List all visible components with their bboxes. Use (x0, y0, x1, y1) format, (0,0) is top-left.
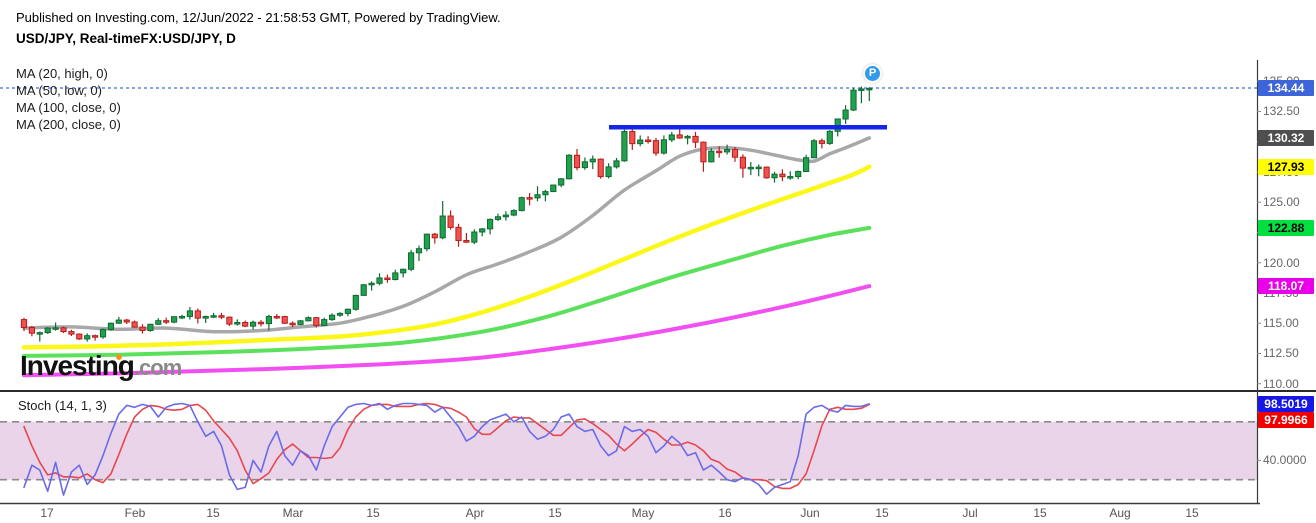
price-badge-ma20-value: 130.32 (1258, 129, 1314, 146)
date-axis-label[interactable]: 15 (1185, 506, 1199, 520)
ma20-label: MA (20, high, 0) (16, 66, 108, 81)
investing-logo: Investing.com (20, 350, 182, 382)
ma-line-1 (21, 164, 872, 350)
date-axis-label[interactable]: Apr (465, 506, 485, 520)
ma200-label: MA (200, close, 0) (16, 117, 121, 132)
date-axis-label[interactable]: Jul (962, 506, 978, 520)
ma100-label: MA (100, close, 0) (16, 100, 121, 115)
date-axis-label[interactable]: 15 (366, 506, 380, 520)
price-axis-label[interactable]: 120.00 (1263, 255, 1300, 270)
publish-marker[interactable]: P (863, 64, 882, 83)
ma-line-3 (22, 284, 872, 378)
published-line: Published on Investing.com, 12/Jun/2022 … (16, 10, 501, 25)
price-axis-label[interactable]: 112.50 (1263, 346, 1299, 361)
stoch-axis-label[interactable]: 40.0000 (1263, 453, 1307, 468)
ma-line-2 (22, 225, 872, 358)
ma-line-0 (22, 136, 872, 334)
candles (20, 86, 873, 342)
date-axis-label[interactable]: 15 (548, 506, 562, 520)
price-axis-label[interactable]: 132.50 (1263, 104, 1300, 119)
date-axis-label[interactable]: 15 (1033, 506, 1047, 520)
date-axis-label[interactable]: May (631, 506, 655, 520)
price-axis-label[interactable]: 125.00 (1263, 195, 1300, 210)
stoch-band (0, 421, 1257, 480)
price-badge-ma100-value: 122.88 (1258, 219, 1314, 236)
date-axis-label[interactable]: 16 (718, 506, 732, 520)
price-badge-ma200-value: 118.07 (1258, 278, 1314, 295)
chart-title: USD/JPY, Real-timeFX:USD/JPY, D (16, 31, 236, 46)
price-badge-last-price: 134.44 (1258, 80, 1314, 96)
stoch-indicator-label: Stoch (14, 1, 3) (18, 398, 107, 413)
date-axis-label[interactable]: 17 (40, 506, 54, 520)
price-badge-ma50-value: 127.93 (1258, 158, 1314, 175)
stoch-k-line (23, 402, 871, 496)
logo-text: Investing (20, 350, 135, 381)
logo-orange-dot-icon (116, 354, 122, 360)
ma50-label: MA (50, low, 0) (16, 83, 102, 98)
stoch-badge-stoch-d-value: 97.9966 (1258, 412, 1314, 428)
date-axis-label[interactable]: 15 (206, 506, 220, 520)
date-axis-label[interactable]: Jun (800, 506, 820, 520)
price-axis-label[interactable]: 115.00 (1263, 316, 1299, 331)
price-axis-label[interactable]: 110.00 (1263, 376, 1299, 391)
date-axis-label[interactable]: Mar (282, 506, 304, 520)
date-axis-label[interactable]: 15 (875, 506, 889, 520)
date-axis-label[interactable]: Aug (1109, 506, 1131, 520)
logo-suffix: .com (133, 355, 182, 380)
date-axis-label[interactable]: Feb (124, 506, 146, 520)
stoch-badge-stoch-k-value: 98.5019 (1258, 396, 1314, 412)
